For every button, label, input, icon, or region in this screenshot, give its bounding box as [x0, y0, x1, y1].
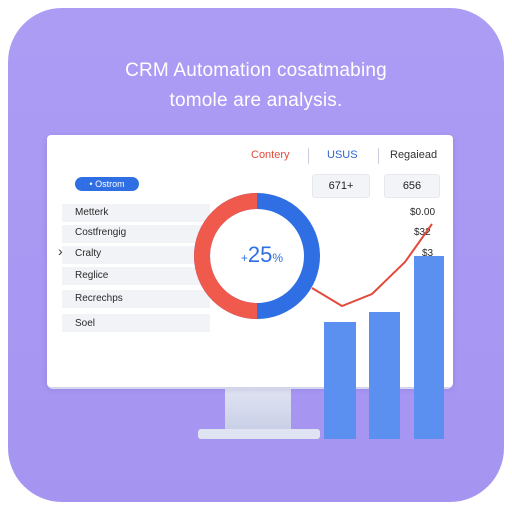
- filter-pill[interactable]: • Ostrom: [75, 177, 139, 191]
- list-row-bg: [62, 267, 210, 285]
- donut-segment-red: [194, 193, 258, 319]
- list-row-bg: [62, 290, 210, 308]
- row-value: $32: [414, 227, 431, 238]
- donut-percent: +25%: [222, 242, 302, 268]
- headline-line-1: CRM Automation cosatmabing: [125, 60, 387, 81]
- bar-3: [414, 256, 444, 439]
- list-row-bg: [62, 246, 210, 264]
- donut-value: 25: [247, 242, 273, 267]
- value-box-2: 656: [384, 174, 440, 198]
- trend-line: [311, 223, 433, 308]
- donut-prefix: +: [240, 251, 248, 265]
- column-header-regaiead[interactable]: Regaiead: [390, 149, 438, 161]
- donut-chart: [194, 193, 320, 319]
- list-item[interactable]: Cralty: [75, 248, 102, 259]
- list-item[interactable]: Soel: [75, 318, 96, 329]
- list-item[interactable]: Metterk: [75, 207, 109, 218]
- column-header-contery[interactable]: Contery: [251, 149, 290, 161]
- bar-1: [324, 322, 356, 439]
- bar-2: [369, 312, 400, 439]
- list-item[interactable]: Costfrengig: [75, 227, 127, 238]
- column-header-usus[interactable]: USUS: [327, 149, 358, 161]
- donut-unit: %: [272, 251, 284, 265]
- list-row-bg: [62, 225, 210, 243]
- list-item[interactable]: Reglice: [75, 270, 109, 281]
- row-value: $0.00: [410, 207, 436, 218]
- trend-line-chart: [311, 223, 433, 308]
- monitor-stand-base: [198, 429, 320, 439]
- row-value: $3: [422, 248, 434, 259]
- list-row-bg: [62, 314, 210, 332]
- monitor-stand-neck: [225, 389, 291, 431]
- header-divider: [308, 148, 309, 164]
- header-divider: [378, 148, 379, 164]
- list-row-bg: [62, 204, 210, 222]
- value-box-1: 671+: [312, 174, 370, 198]
- chevron-right-icon[interactable]: ›: [58, 243, 63, 259]
- list-item[interactable]: Recrechps: [75, 293, 123, 304]
- headline-line-2: tomole are analysis.: [169, 90, 343, 111]
